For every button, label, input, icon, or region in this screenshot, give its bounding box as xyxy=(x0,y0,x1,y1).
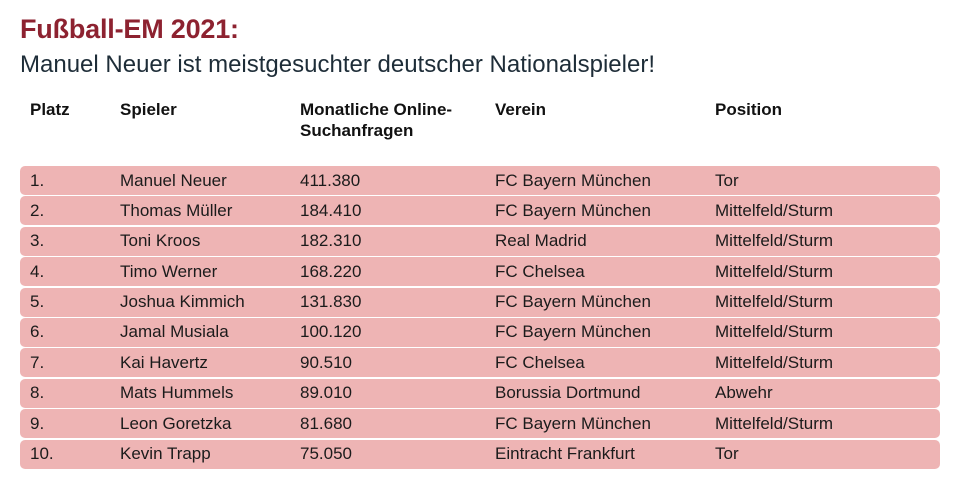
cell-suchanfragen: 168.220 xyxy=(300,261,362,281)
cell-platz: 5. xyxy=(30,292,45,312)
cell-spieler: Toni Kroos xyxy=(120,231,201,251)
table-row: 8. Mats Hummels 89.010 Borussia Dortmund Abw… xyxy=(20,378,940,408)
table-row: 5. Joshua Kimmich 131.830 FC Bayern München… xyxy=(20,287,940,317)
headline-block: Fußball-EM 2021: Manuel Neuer ist meistg… xyxy=(20,14,940,80)
cell-verein: Borussia Dortmund xyxy=(495,383,641,403)
cell-spieler: Leon Goretzka xyxy=(120,413,232,433)
cell-position: Mittelfeld/Sturm xyxy=(715,352,834,372)
cell-position: Mittelfeld/Sturm xyxy=(715,322,834,342)
cell-suchanfragen: 100.120 xyxy=(300,322,362,342)
cell-platz: 9. xyxy=(30,413,45,433)
table-row: 6. Jamal Musiala 100.120 FC Bayern München M… xyxy=(20,317,940,347)
column-header-suchanfragen: Monatliche Online-Suchanfragen xyxy=(300,100,453,141)
cell-verein: FC Bayern München xyxy=(495,170,651,190)
cell-suchanfragen: 411.380 xyxy=(300,170,361,190)
cell-verein: Eintracht Frankfurt xyxy=(495,444,635,464)
cell-position: Mittelfeld/Sturm xyxy=(715,200,834,220)
cell-platz: 6. xyxy=(30,322,45,342)
cell-verein: FC Bayern München xyxy=(495,413,651,433)
cell-verein: FC Bayern München xyxy=(495,292,651,312)
cell-position: Mittelfeld/Sturm xyxy=(715,261,834,281)
page-title: Fußball-EM 2021: xyxy=(20,14,239,44)
cell-platz: 1. xyxy=(30,170,45,190)
cell-suchanfragen: 131.830 xyxy=(300,292,362,312)
column-header-verein: Verein xyxy=(495,100,547,119)
cell-platz: 10. xyxy=(30,444,54,464)
cell-suchanfragen: 184.410 xyxy=(300,200,362,220)
cell-position: Mittelfeld/Sturm xyxy=(715,413,834,433)
column-header-platz: Platz xyxy=(30,100,70,119)
table-row: 3. Toni Kroos 182.310 Real Madrid Mittelfeld… xyxy=(20,226,940,256)
cell-position: Abwehr xyxy=(715,383,773,403)
cell-verein: FC Chelsea xyxy=(495,261,585,281)
cell-spieler: Kevin Trapp xyxy=(120,444,211,464)
cell-suchanfragen: 75.050 xyxy=(300,444,352,464)
cell-platz: 7. xyxy=(30,352,45,372)
page-subtitle: Manuel Neuer ist meistgesuchter deutsche… xyxy=(20,51,655,79)
ranking-table: Platz Spieler Monatliche Online-Suchanfr… xyxy=(20,98,940,470)
table-row: 2. Thomas Müller 184.410 FC Bayern München M… xyxy=(20,196,940,226)
cell-platz: 8. xyxy=(30,383,45,403)
table-row: 9. Leon Goretzka 81.680 FC Bayern München Mi… xyxy=(20,409,940,439)
cell-platz: 4. xyxy=(30,261,45,281)
column-header-spieler: Spieler xyxy=(120,100,177,119)
cell-spieler: Timo Werner xyxy=(120,261,218,281)
cell-platz: 2. xyxy=(30,200,45,220)
cell-position: Mittelfeld/Sturm xyxy=(715,292,834,312)
cell-suchanfragen: 81.680 xyxy=(300,413,352,433)
cell-verein: Real Madrid xyxy=(495,231,587,251)
cell-spieler: Manuel Neuer xyxy=(120,170,227,190)
cell-spieler: Jamal Musiala xyxy=(120,322,229,342)
cell-spieler: Thomas Müller xyxy=(120,200,233,220)
table-row: 4. Timo Werner 168.220 FC Chelsea Mittelfeld… xyxy=(20,257,940,287)
table-row: 1. Manuel Neuer 411.380 FC Bayern München To… xyxy=(20,166,940,195)
cell-spieler: Mats Hummels xyxy=(120,383,234,403)
cell-position: Mittelfeld/Sturm xyxy=(715,231,834,251)
cell-verein: FC Chelsea xyxy=(495,352,585,372)
cell-suchanfragen: 90.510 xyxy=(300,352,352,372)
column-header-position: Position xyxy=(715,100,783,119)
cell-spieler: Joshua Kimmich xyxy=(120,292,245,312)
cell-verein: FC Bayern München xyxy=(495,200,651,220)
cell-position: Tor xyxy=(715,170,739,190)
cell-verein: FC Bayern München xyxy=(495,322,651,342)
table-row: 10. Kevin Trapp 75.050 Eintracht Frankfurt T… xyxy=(20,439,940,469)
table-header-row: Platz Spieler Monatliche Online-Suchanfr… xyxy=(20,98,940,160)
table-row: 7. Kai Havertz 90.510 FC Chelsea Mittelfeld/… xyxy=(20,348,940,378)
cell-platz: 3. xyxy=(30,231,45,251)
cell-suchanfragen: 182.310 xyxy=(300,231,362,251)
table-body: 1. Manuel Neuer 411.380 FC Bayern München To… xyxy=(20,166,940,469)
cell-suchanfragen: 89.010 xyxy=(300,383,352,403)
cell-position: Tor xyxy=(715,444,739,464)
cell-spieler: Kai Havertz xyxy=(120,352,208,372)
